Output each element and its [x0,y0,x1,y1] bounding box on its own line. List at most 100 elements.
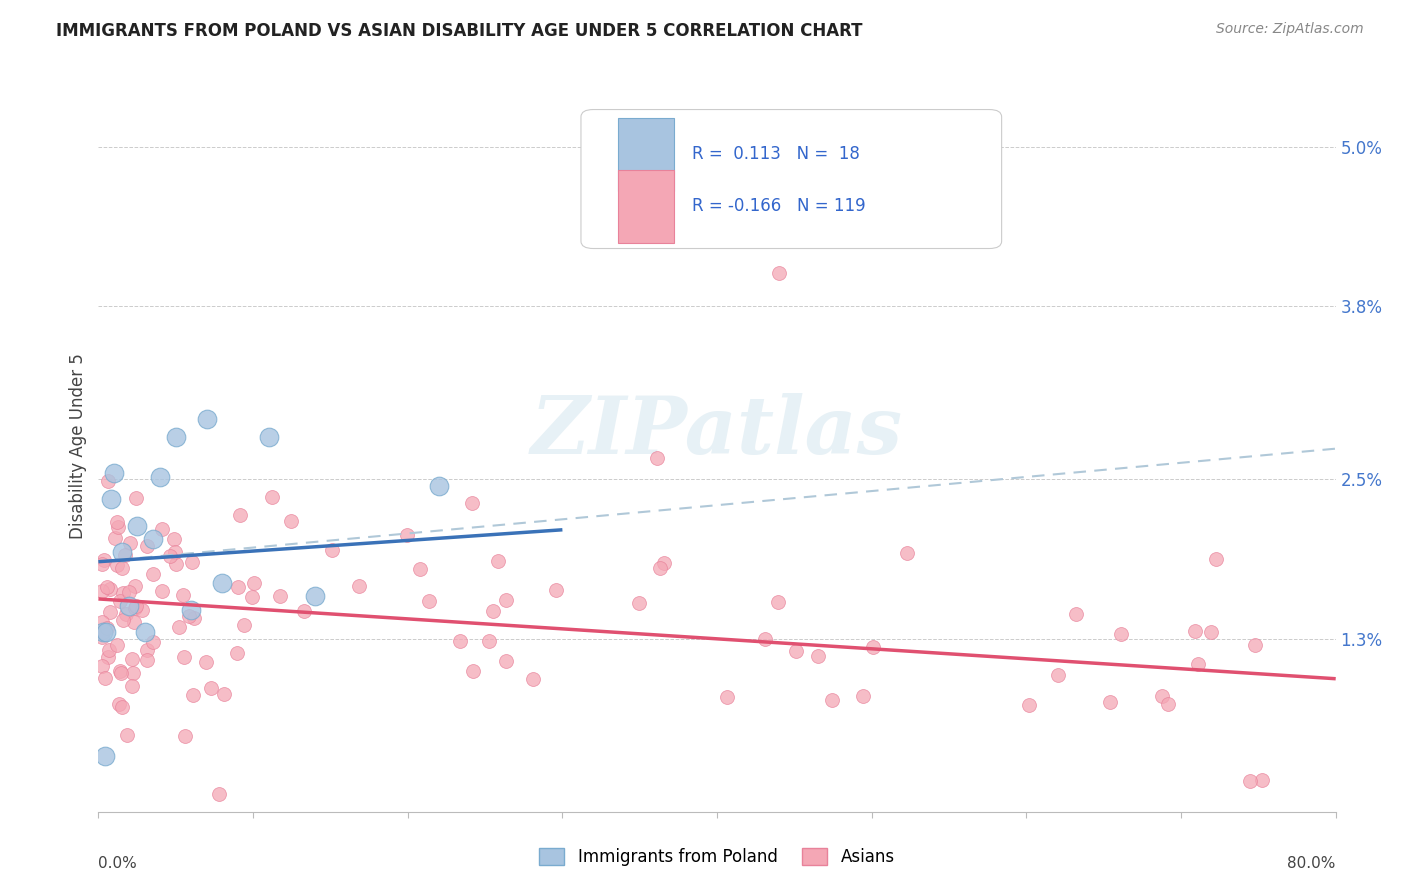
Point [117,585,139,599]
Point [195,412,218,426]
Point [163,545,186,559]
Point [105,558,128,573]
Point [91,625,114,640]
Legend: Immigrants from Poland, Asians: Immigrants from Poland, Asians [533,841,901,873]
Point [304,589,326,603]
Point [716,690,738,704]
Point [142,566,165,581]
Point [96,621,118,635]
Text: IMMIGRANTS FROM POLAND VS ASIAN DISABILITY AGE UNDER 5 CORRELATION CHART: IMMIGRANTS FROM POLAND VS ASIAN DISABILI… [56,22,863,40]
Point [97,475,120,489]
Point [136,539,159,553]
Point [180,602,202,616]
Point [127,518,149,533]
Point [754,632,776,646]
Text: R = -0.166   N = 119: R = -0.166 N = 119 [692,197,866,215]
Point [96,625,118,640]
Text: Source: ZipAtlas.com: Source: ZipAtlas.com [1216,22,1364,37]
Point [461,496,484,510]
Point [243,575,266,590]
Point [495,654,517,668]
Point [104,531,127,545]
Point [427,479,450,493]
Point [105,515,128,529]
Point [785,644,807,658]
Point [396,527,419,541]
Point [486,554,509,568]
Point [200,681,222,695]
Point [544,582,567,597]
Point [159,549,181,563]
Point [194,655,217,669]
Point [1047,668,1070,682]
Point [150,583,173,598]
Point [409,562,432,576]
Point [125,599,148,613]
Point [461,665,484,679]
Point [124,600,146,615]
Point [118,599,141,613]
Point [1244,638,1267,652]
Point [115,607,138,622]
Point [96,580,118,594]
FancyBboxPatch shape [619,118,673,191]
Point [121,679,143,693]
Point [165,557,187,571]
FancyBboxPatch shape [619,169,673,243]
Point [91,625,114,640]
Point [111,586,134,600]
Point [122,615,145,630]
Point [896,546,918,560]
Point [108,594,131,608]
Point [208,787,231,801]
Point [179,609,201,624]
FancyBboxPatch shape [581,110,1001,249]
Point [652,557,675,571]
Point [110,666,132,681]
Point [103,466,125,480]
Point [181,688,204,702]
Point [852,689,875,703]
Point [90,557,112,571]
Point [1199,625,1222,640]
Point [418,594,440,608]
Point [226,580,249,594]
Point [768,266,790,280]
Point [135,642,157,657]
Point [242,590,264,604]
Point [136,653,159,667]
Point [165,430,187,444]
Point [257,430,280,444]
Point [229,508,252,522]
Point [1239,774,1261,789]
Point [163,532,186,546]
Point [1152,689,1174,703]
Point [110,700,132,714]
Point [1187,657,1209,672]
Point [142,635,165,649]
Point [922,155,945,169]
Point [173,650,195,665]
Point [111,613,134,627]
Point [150,522,173,536]
Point [122,665,145,680]
Point [1109,627,1132,641]
Point [820,692,842,706]
Point [91,659,114,673]
Point [181,555,204,569]
Point [172,588,194,602]
Text: 0.0%: 0.0% [98,855,138,871]
Point [1157,697,1180,711]
Point [1250,772,1272,787]
Text: ZIPatlas: ZIPatlas [531,392,903,470]
Point [131,603,153,617]
Point [627,597,650,611]
Point [211,576,233,591]
Point [90,584,112,599]
Point [280,514,302,528]
Point [142,532,165,546]
Point [107,520,129,534]
Point [93,553,115,567]
Point [97,642,120,657]
Point [94,671,117,685]
